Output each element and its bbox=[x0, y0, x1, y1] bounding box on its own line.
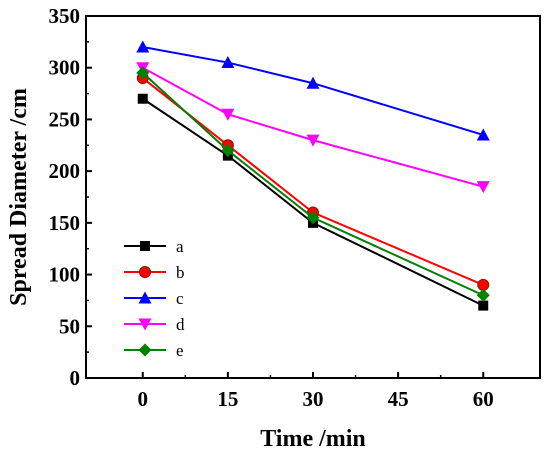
data-point-e bbox=[476, 288, 490, 302]
x-tick-label: 60 bbox=[473, 387, 494, 411]
legend-label: e bbox=[176, 341, 184, 360]
legend-item-e: e bbox=[124, 341, 184, 360]
legend-item-d: d bbox=[124, 315, 185, 334]
series-e bbox=[136, 66, 490, 302]
y-tick-label: 150 bbox=[49, 211, 81, 235]
data-point-e bbox=[136, 66, 150, 80]
y-axis-title: Spread Diameter /cm bbox=[6, 88, 32, 306]
legend-item-c: c bbox=[124, 289, 184, 308]
legend-marker bbox=[139, 266, 151, 278]
y-tick-label: 50 bbox=[59, 314, 80, 338]
series-line-a bbox=[142, 97, 484, 307]
y-tick-label: 200 bbox=[49, 159, 81, 183]
data-point-a bbox=[478, 300, 489, 311]
x-tick-label: 0 bbox=[138, 387, 149, 411]
data-point-e bbox=[306, 211, 320, 225]
x-tick-label: 15 bbox=[217, 387, 238, 411]
data-point-d bbox=[306, 134, 320, 147]
data-point-c bbox=[221, 56, 235, 69]
legend-item-a: a bbox=[124, 237, 184, 256]
y-axis: 0 50 100 150 200 250 300 350 bbox=[49, 4, 92, 390]
data-point-c bbox=[306, 76, 320, 89]
x-axis-title: Time /min bbox=[260, 426, 366, 452]
legend-item-b: b bbox=[124, 263, 185, 282]
x-tick-label: 30 bbox=[303, 387, 324, 411]
y-tick-label: 100 bbox=[49, 263, 81, 287]
x-tick-label: 45 bbox=[388, 387, 409, 411]
data-point-a bbox=[137, 93, 148, 104]
data-point-d bbox=[221, 108, 235, 121]
data-point-d bbox=[476, 181, 490, 194]
series-layer bbox=[136, 40, 490, 311]
legend-label: c bbox=[176, 289, 184, 308]
y-tick-label: 0 bbox=[70, 366, 81, 390]
legend-marker bbox=[138, 291, 152, 304]
series-b bbox=[136, 72, 490, 291]
series-line-b bbox=[142, 77, 484, 286]
x-axis: 0 15 30 45 60 bbox=[138, 372, 494, 411]
data-point-c bbox=[476, 128, 490, 141]
y-tick-label: 300 bbox=[49, 56, 81, 80]
series-line-e bbox=[142, 72, 484, 297]
y-tick-label: 250 bbox=[49, 107, 81, 131]
data-point-e bbox=[221, 143, 235, 157]
legend-marker bbox=[138, 343, 152, 357]
series-c bbox=[136, 40, 490, 141]
series-line-d bbox=[142, 66, 484, 188]
data-point-c bbox=[136, 40, 150, 53]
legend-label: a bbox=[176, 237, 184, 256]
series-a bbox=[137, 93, 489, 311]
legend-label: b bbox=[176, 263, 185, 282]
legend-label: d bbox=[176, 315, 185, 334]
y-tick-label: 350 bbox=[49, 4, 81, 28]
series-line-c bbox=[142, 46, 484, 136]
legend-marker bbox=[140, 241, 150, 251]
legend-marker bbox=[138, 318, 152, 331]
